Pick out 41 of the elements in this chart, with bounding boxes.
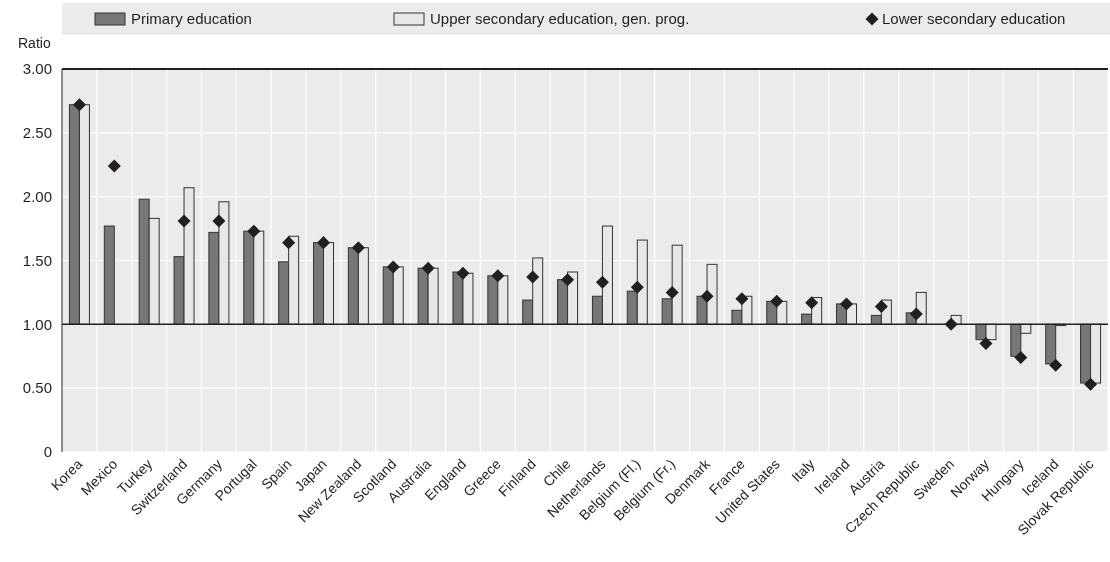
point (770, 294, 784, 308)
y-tick-label: 0 (43, 443, 52, 461)
point (421, 261, 435, 275)
point (561, 273, 575, 287)
legend-label: Primary education (131, 10, 252, 28)
point (735, 292, 749, 306)
point (456, 266, 470, 280)
point (526, 270, 540, 284)
y-tick-label: 1.00 (22, 315, 52, 333)
point (177, 214, 191, 228)
point (1049, 358, 1063, 372)
point (874, 299, 888, 313)
point (317, 236, 330, 250)
y-axis-title: Ratio (18, 35, 51, 51)
y-tick-label: 2.00 (22, 187, 52, 205)
y-tick-label: 0.50 (22, 379, 52, 397)
point (979, 336, 993, 350)
point (282, 236, 296, 250)
legend-label: Lower secondary education (882, 10, 1066, 28)
x-tick-label: Italy (788, 455, 818, 486)
point (630, 280, 644, 294)
point (491, 269, 505, 283)
point (247, 224, 261, 238)
point (840, 297, 853, 311)
point (665, 285, 679, 299)
point (212, 214, 226, 228)
point (107, 159, 121, 173)
y-tick-label: 1.50 (22, 251, 52, 269)
y-tick-label: 2.50 (22, 124, 52, 142)
point (351, 241, 365, 255)
point (386, 260, 400, 274)
point (595, 275, 609, 289)
point (72, 98, 86, 112)
legend-label: Upper secondary education, gen. prog. (430, 10, 690, 28)
y-tick-label: 3.00 (22, 60, 52, 78)
point (805, 296, 819, 310)
bar (103, 225, 115, 325)
point (1014, 351, 1028, 365)
point (1084, 377, 1098, 391)
point (700, 289, 714, 303)
point (909, 307, 923, 321)
